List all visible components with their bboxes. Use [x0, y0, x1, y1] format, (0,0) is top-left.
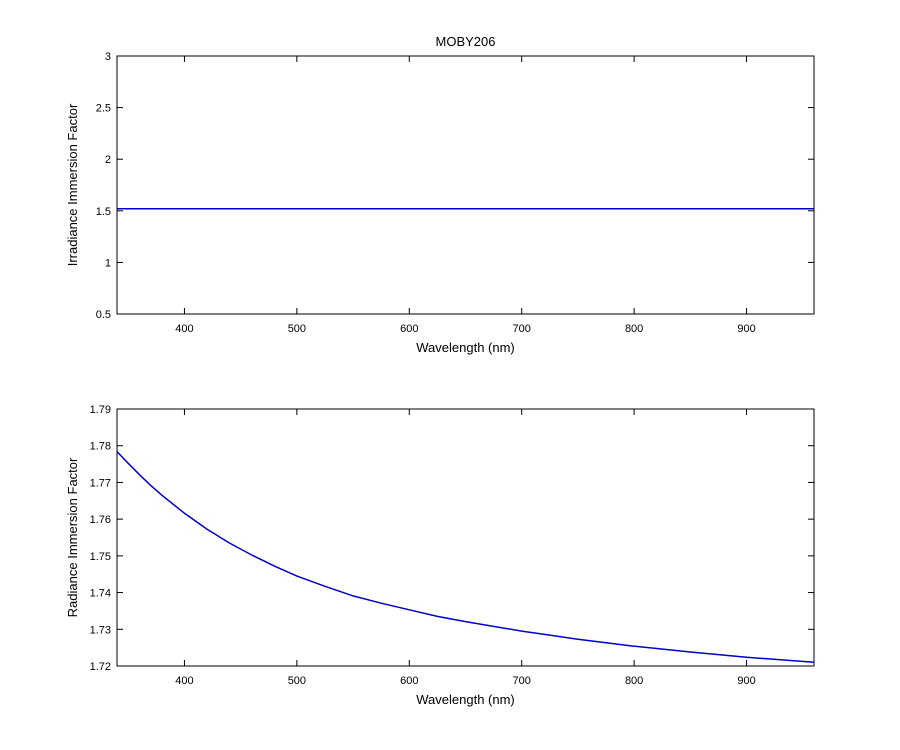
x-tick-label: 500	[288, 323, 306, 335]
x-tick-label: 800	[625, 675, 643, 687]
x-tick-label: 600	[400, 675, 418, 687]
irradiance-panel: 400 500 600 700 800 900 0.5 1 1.5 2 2.5 3 Wavelength…	[65, 34, 815, 355]
y-tick-label: 2.5	[96, 103, 111, 115]
x-tick-label: 900	[737, 675, 755, 687]
y-tick-label: 1.74	[90, 588, 111, 600]
x-axis-label: Wavelength (nm)	[416, 340, 515, 355]
y-tick-label: 0.5	[96, 309, 111, 321]
x-tick-label: 500	[288, 675, 306, 687]
y-tick-label: 3	[105, 51, 111, 63]
plot-area	[116, 408, 815, 667]
chart-title: MOBY206	[436, 34, 496, 49]
y-tick-label: 1.73	[90, 624, 111, 636]
y-tick-label: 1.76	[90, 514, 111, 526]
y-axis-label: Irradiance Immersion Factor	[65, 103, 80, 266]
y-tick-label: 1.75	[90, 551, 111, 563]
x-tick-label: 700	[513, 323, 531, 335]
x-tick-label: 400	[175, 323, 193, 335]
x-tick-label: 900	[737, 323, 755, 335]
y-tick-label: 1.78	[90, 441, 111, 453]
x-tick-label: 800	[625, 323, 643, 335]
y-tick-label: 1.79	[90, 404, 111, 416]
y-tick-label: 2	[105, 154, 111, 166]
y-tick-label: 1.72	[90, 661, 111, 673]
x-tick-label: 700	[513, 675, 531, 687]
y-axis-label: Radiance Immersion Factor	[65, 457, 80, 617]
x-tick-label: 400	[175, 675, 193, 687]
y-tick-label: 1.77	[90, 477, 111, 489]
series-line	[116, 451, 815, 664]
y-tick-label: 1.5	[96, 206, 111, 218]
y-tick-label: 1	[105, 257, 111, 269]
radiance-panel: 400 500 600 700 800 900 1.72 1.73 1.74 1.75 1.76 1.…	[65, 404, 815, 707]
plot-area	[116, 55, 815, 315]
x-axis-label: Wavelength (nm)	[416, 692, 515, 707]
x-tick-label: 600	[400, 323, 418, 335]
